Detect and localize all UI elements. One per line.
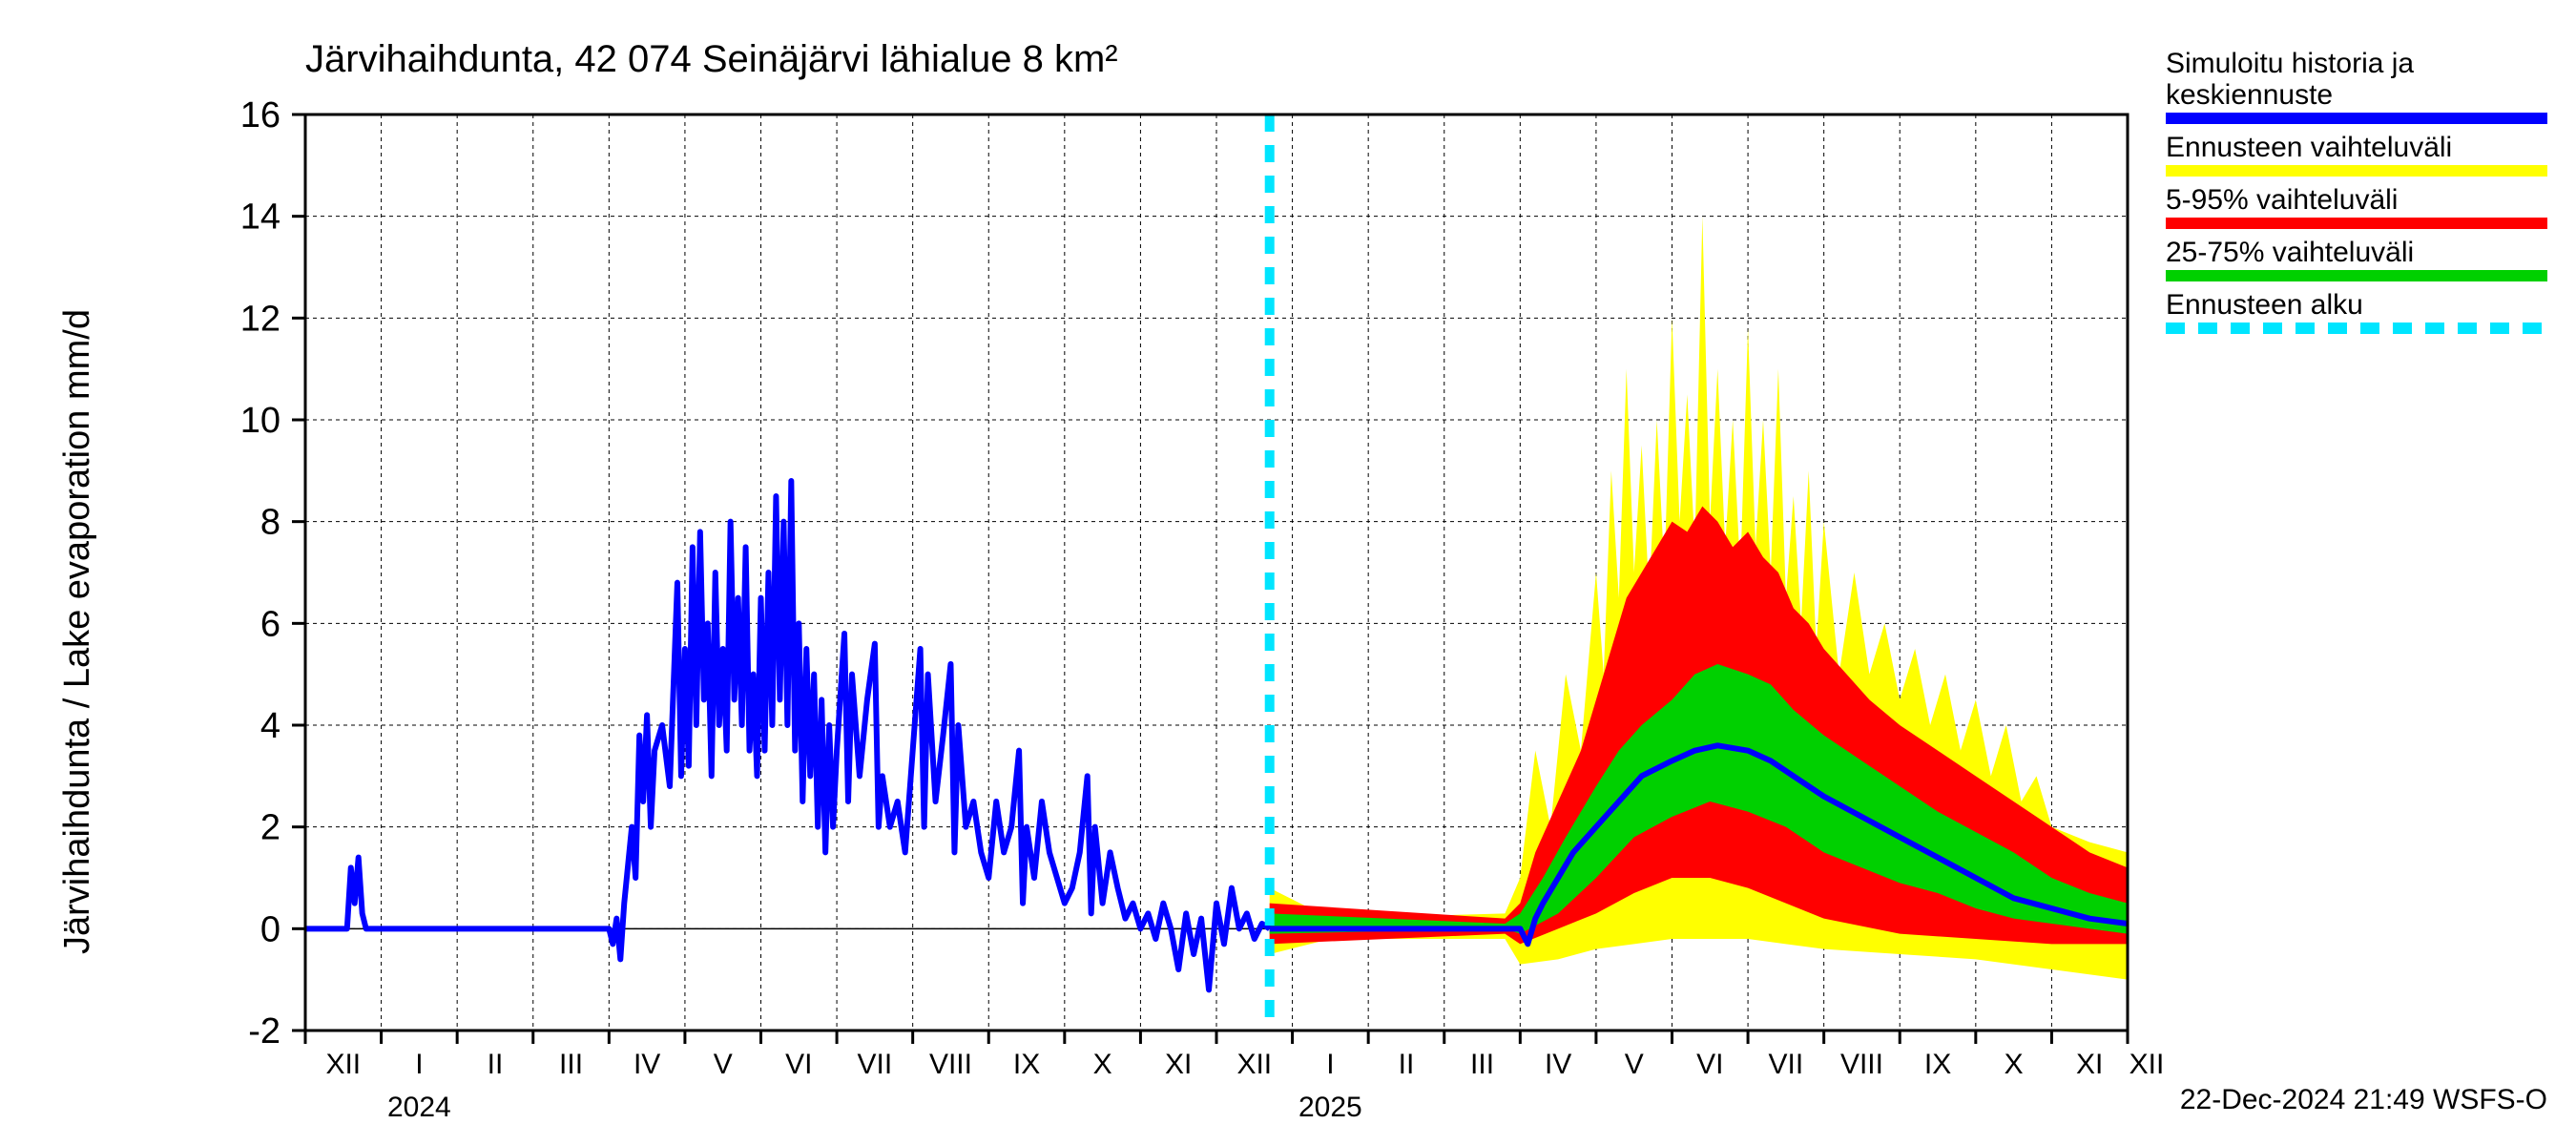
svg-text:II: II: [1399, 1049, 1415, 1080]
legend-label: 5-95% vaihteluväli: [2166, 184, 2547, 216]
svg-text:2024: 2024: [387, 1092, 451, 1123]
svg-text:V: V: [1625, 1049, 1644, 1080]
svg-text:XII: XII: [2129, 1049, 2165, 1080]
svg-text:I: I: [1326, 1049, 1334, 1080]
chart-container: Järvihaihdunta, 42 074 Seinäjärvi lähial…: [0, 0, 2576, 1145]
svg-text:XII: XII: [1236, 1049, 1272, 1080]
svg-text:IX: IX: [1924, 1049, 1951, 1080]
svg-text:X: X: [1093, 1049, 1112, 1080]
svg-text:4: 4: [260, 706, 280, 746]
svg-text:XI: XI: [1165, 1049, 1192, 1080]
svg-text:VI: VI: [1696, 1049, 1723, 1080]
svg-text:III: III: [559, 1049, 583, 1080]
svg-text:8: 8: [260, 503, 280, 543]
svg-text:2025: 2025: [1298, 1092, 1362, 1123]
svg-text:XII: XII: [325, 1049, 361, 1080]
svg-text:0: 0: [260, 909, 280, 949]
legend-swatch: [2166, 165, 2547, 177]
legend-swatch: [2166, 113, 2547, 124]
chart-footer: 22-Dec-2024 21:49 WSFS-O: [2180, 1084, 2547, 1116]
legend-item: Simuloitu historia ja keskiennuste: [2166, 48, 2547, 124]
svg-text:14: 14: [240, 198, 280, 238]
legend-item: Ennusteen alku: [2166, 289, 2547, 334]
svg-text:10: 10: [240, 401, 280, 441]
svg-text:12: 12: [240, 299, 280, 339]
legend-label: 25-75% vaihteluväli: [2166, 237, 2547, 268]
svg-text:II: II: [488, 1049, 504, 1080]
legend-label: Ennusteen alku: [2166, 289, 2547, 321]
svg-text:-2: -2: [248, 1011, 280, 1051]
legend-item: 5-95% vaihteluväli: [2166, 184, 2547, 229]
svg-text:VI: VI: [785, 1049, 812, 1080]
legend-swatch: [2166, 218, 2547, 229]
svg-text:6: 6: [260, 604, 280, 644]
legend-item: Ennusteen vaihteluväli: [2166, 132, 2547, 177]
svg-text:XI: XI: [2076, 1049, 2103, 1080]
legend-label: Ennusteen vaihteluväli: [2166, 132, 2547, 163]
legend-label: Simuloitu historia ja keskiennuste: [2166, 48, 2547, 111]
svg-text:VII: VII: [1769, 1049, 1804, 1080]
svg-text:IV: IV: [634, 1049, 660, 1080]
legend: Simuloitu historia ja keskiennuste Ennust…: [2166, 48, 2547, 342]
svg-text:V: V: [714, 1049, 733, 1080]
svg-text:III: III: [1470, 1049, 1494, 1080]
svg-text:VIII: VIII: [929, 1049, 972, 1080]
legend-swatch: [2166, 270, 2547, 281]
legend-swatch: [2166, 323, 2547, 334]
legend-item: 25-75% vaihteluväli: [2166, 237, 2547, 281]
svg-text:IV: IV: [1545, 1049, 1571, 1080]
svg-text:2: 2: [260, 808, 280, 848]
svg-text:16: 16: [240, 95, 280, 135]
svg-text:IX: IX: [1013, 1049, 1040, 1080]
svg-text:VIII: VIII: [1840, 1049, 1883, 1080]
svg-text:VII: VII: [858, 1049, 893, 1080]
svg-text:I: I: [415, 1049, 423, 1080]
svg-text:X: X: [2005, 1049, 2024, 1080]
